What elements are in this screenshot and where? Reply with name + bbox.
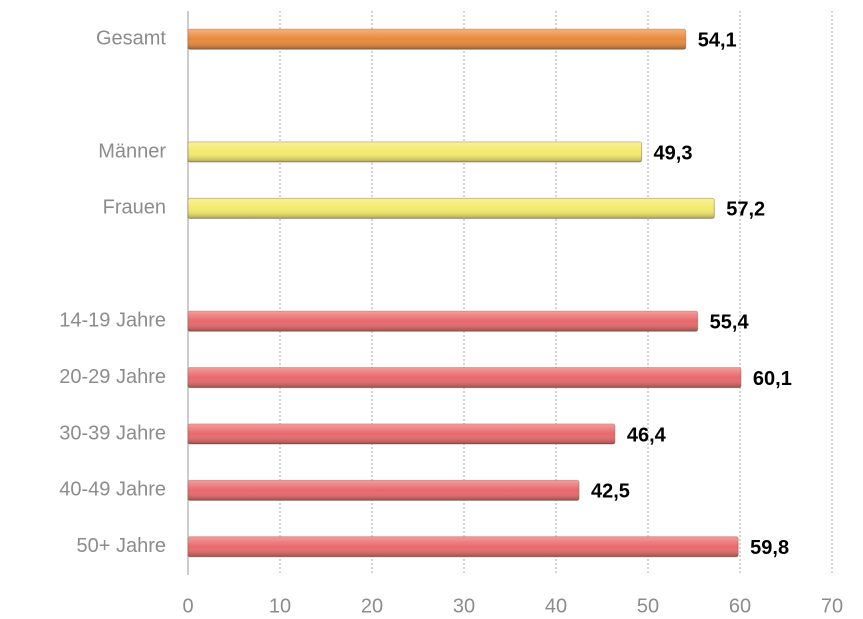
data-label: 57,2	[726, 199, 765, 221]
data-label: 49,3	[654, 142, 693, 164]
bar-shine	[188, 536, 739, 557]
y-tick-label: 14-19 Jahre	[59, 309, 166, 331]
data-label: 54,1	[698, 29, 737, 51]
data-label: 55,4	[710, 311, 750, 333]
x-tick-label: 20	[361, 595, 383, 617]
bar-shine	[188, 311, 698, 332]
bar-shine	[188, 367, 741, 388]
x-tick-label: 0	[182, 595, 193, 617]
bar-shine	[188, 424, 615, 444]
y-tick-label: 30-39 Jahre	[59, 422, 166, 444]
y-tick-label: Gesamt	[96, 27, 166, 49]
y-tick-label: 50+ Jahre	[76, 535, 166, 557]
y-tick-label: 20-29 Jahre	[59, 366, 166, 388]
x-tick-label: 50	[637, 595, 659, 617]
y-tick-label: Männer	[98, 140, 166, 162]
x-tick-label: 60	[729, 595, 751, 617]
y-tick-label: 40-49 Jahre	[59, 479, 166, 501]
x-tick-label: 70	[821, 595, 843, 617]
data-label: 60,1	[753, 368, 792, 390]
y-tick-label: Frauen	[103, 197, 166, 219]
bar-shine	[188, 142, 642, 162]
data-label: 59,8	[750, 537, 789, 559]
data-label: 46,4	[627, 424, 667, 446]
bar-shine	[188, 29, 686, 50]
x-tick-label: 40	[545, 595, 567, 617]
x-tick-label: 10	[269, 595, 291, 617]
x-tick-label: 30	[453, 595, 475, 617]
bar-shine	[188, 480, 579, 501]
data-label: 42,5	[591, 481, 630, 503]
bar-shine	[188, 198, 715, 219]
